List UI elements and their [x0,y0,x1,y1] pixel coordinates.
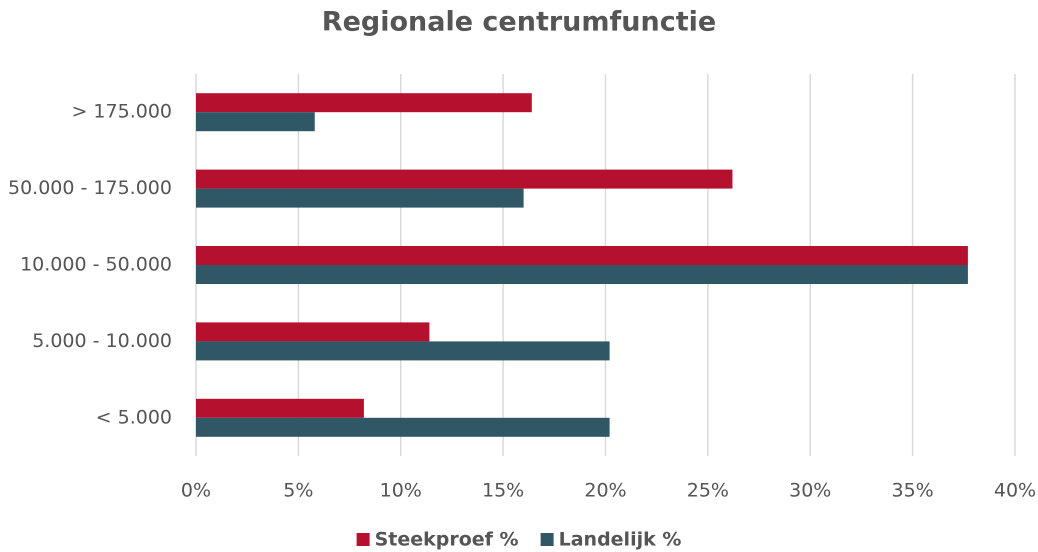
legend-label: Landelijk % [559,529,682,551]
y-tick-label: < 5.000 [96,406,172,428]
x-tick-label: 30% [789,480,831,502]
bar [196,341,610,361]
bar [196,93,532,113]
x-tick-label: 15% [482,480,524,502]
x-tick-label: 20% [584,480,626,502]
bar [196,265,968,284]
x-tick-label: 35% [892,480,934,502]
bar [196,188,524,208]
x-tick-label: 25% [687,480,729,502]
y-tick-label: > 175.000 [71,101,172,123]
chart-title: Regionale centrumfunctie [322,7,716,38]
x-tick-label: 40% [994,480,1036,502]
bar [196,246,968,265]
legend-swatch [356,533,370,546]
x-tick-label: 0% [181,480,211,502]
bar [196,417,610,437]
x-tick-label: 10% [380,480,422,502]
bar [196,322,430,342]
y-tick-label: 10.000 - 50.000 [20,254,172,276]
bar [196,398,364,418]
y-tick-label: 5.000 - 10.000 [32,330,172,352]
y-tick-label: 50.000 - 175.000 [8,177,172,199]
bar [196,112,315,132]
legend-swatch [540,533,554,546]
bar [196,169,733,189]
legend-label: Steekproef % [375,529,519,551]
x-tick-label: 5% [283,480,313,502]
